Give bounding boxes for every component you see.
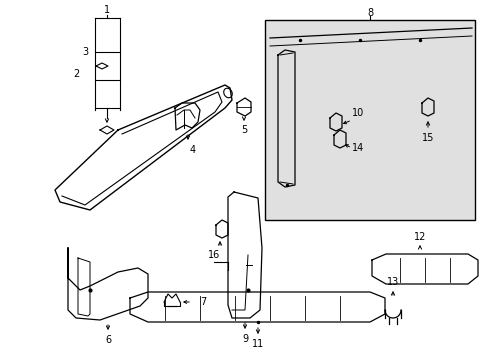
Text: 11: 11	[251, 339, 264, 349]
Text: 6: 6	[105, 335, 111, 345]
Text: 16: 16	[207, 250, 220, 260]
Text: 10: 10	[351, 108, 364, 118]
Text: 2: 2	[74, 69, 80, 79]
Text: 8: 8	[366, 8, 372, 18]
Text: 9: 9	[242, 334, 247, 344]
Text: 1: 1	[104, 5, 110, 15]
Bar	[264, 20, 474, 220]
Text: 3: 3	[81, 47, 88, 57]
Text: 15: 15	[421, 133, 433, 143]
Text: 12: 12	[413, 232, 426, 242]
Text: 5: 5	[241, 125, 246, 135]
Text: 4: 4	[189, 145, 196, 155]
Text: 7: 7	[200, 297, 206, 307]
Text: 13: 13	[386, 277, 398, 287]
Text: 14: 14	[351, 143, 364, 153]
